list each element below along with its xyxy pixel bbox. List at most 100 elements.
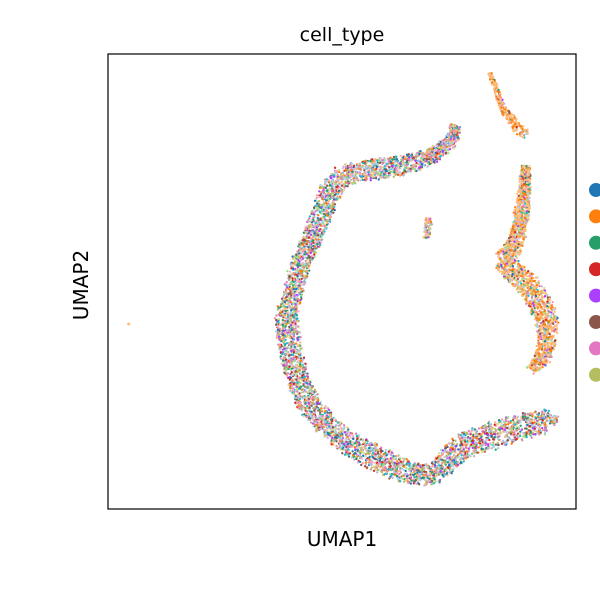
- scatter-point: [301, 370, 304, 374]
- scatter-point: [285, 322, 288, 325]
- scatter-point: [498, 426, 501, 429]
- scatter-point: [360, 446, 363, 449]
- scatter-point: [506, 422, 510, 426]
- scatter-point: [314, 251, 317, 254]
- scatter-point: [302, 243, 305, 247]
- scatter-point: [440, 451, 443, 454]
- scatter-point: [305, 396, 308, 399]
- scatter-point: [334, 431, 338, 434]
- scatter-point: [446, 450, 449, 453]
- scatter-point: [316, 393, 319, 396]
- scatter-point: [438, 478, 442, 482]
- scatter-point: [448, 469, 452, 472]
- scatter-point: [394, 468, 397, 472]
- scatter-point: [517, 419, 520, 422]
- scatter-point: [276, 328, 280, 331]
- scatter-point: [454, 451, 457, 454]
- scatter-point: [487, 437, 490, 440]
- scatter-point: [356, 163, 359, 166]
- scatter-point: [477, 427, 481, 430]
- scatter-point: [374, 454, 378, 458]
- scatter-point: [337, 428, 341, 431]
- scatter-point: [441, 154, 444, 157]
- scatter-point: [323, 407, 326, 410]
- scatter-point: [425, 157, 428, 160]
- scatter-point: [520, 428, 523, 431]
- scatter-point: [311, 211, 314, 214]
- scatter-point: [325, 406, 328, 409]
- scatter-point: [427, 152, 430, 156]
- scatter-point: [291, 340, 295, 344]
- scatter-point: [425, 151, 428, 154]
- scatter-point: [457, 139, 460, 142]
- scatter-point: [361, 438, 365, 442]
- scatter-point: [507, 420, 510, 423]
- scatter-point: [307, 236, 311, 239]
- scatter-point: [471, 452, 474, 455]
- scatter-point: [347, 455, 351, 458]
- scatter-point: [344, 163, 347, 166]
- scatter-point: [351, 171, 354, 174]
- scatter-point: [362, 441, 366, 444]
- scatter-point: [299, 274, 302, 277]
- scatter-point: [393, 157, 396, 161]
- scatter-point: [365, 450, 368, 453]
- scatter-point: [362, 454, 365, 457]
- scatter-point: [302, 242, 305, 245]
- scatter-point: [426, 164, 430, 168]
- scatter-point: [351, 441, 354, 444]
- scatter-point: [292, 302, 295, 306]
- scatter-point: [299, 385, 303, 388]
- scatter-point: [319, 217, 322, 221]
- scatter-point: [281, 338, 284, 341]
- scatter-point: [324, 434, 328, 438]
- scatter-point: [450, 468, 454, 471]
- scatter-point: [291, 277, 294, 280]
- scatter-point: [371, 175, 374, 178]
- scatter-point: [439, 470, 442, 473]
- scatter-point: [373, 159, 376, 162]
- scatter-point: [371, 449, 374, 452]
- scatter-point: [354, 175, 357, 179]
- scatter-point: [349, 178, 353, 181]
- scatter-point: [455, 465, 458, 468]
- scatter-point: [357, 435, 360, 439]
- chart-title: cell_type: [300, 24, 385, 46]
- scatter-point: [394, 456, 397, 460]
- scatter-point: [328, 220, 332, 223]
- scatter-point: [339, 195, 342, 198]
- scatter-point: [377, 178, 380, 181]
- scatter-point: [315, 430, 318, 433]
- scatter-point: [500, 418, 504, 421]
- scatter-point: [503, 430, 506, 434]
- scatter-point: [308, 269, 311, 272]
- scatter-point: [529, 433, 533, 436]
- scatter-point: [340, 176, 343, 179]
- scatter-point: [525, 435, 528, 439]
- scatter-point: [290, 367, 294, 370]
- scatter-point: [505, 430, 508, 433]
- scatter-point: [324, 420, 327, 423]
- scatter-point: [313, 397, 316, 401]
- scatter-point: [448, 126, 452, 129]
- scatter-point: [316, 233, 320, 237]
- scatter-point: [366, 458, 369, 462]
- scatter-point: [376, 471, 379, 474]
- scatter-point: [304, 389, 307, 393]
- scatter-point: [352, 173, 355, 176]
- scatter-point: [380, 455, 384, 458]
- scatter-point: [477, 446, 480, 449]
- scatter-point: [286, 361, 289, 364]
- scatter-point: [311, 400, 315, 403]
- scatter-point: [453, 137, 456, 140]
- scatter-point: [344, 451, 348, 454]
- scatter-point: [296, 381, 300, 384]
- scatter-point: [360, 175, 363, 178]
- scatter-point: [363, 445, 366, 448]
- scatter-point: [285, 307, 288, 310]
- scatter-point: [381, 166, 385, 169]
- scatter-point: [359, 179, 362, 182]
- scatter-point: [480, 450, 484, 454]
- scatter-point: [329, 210, 333, 213]
- scatter-point: [316, 402, 320, 405]
